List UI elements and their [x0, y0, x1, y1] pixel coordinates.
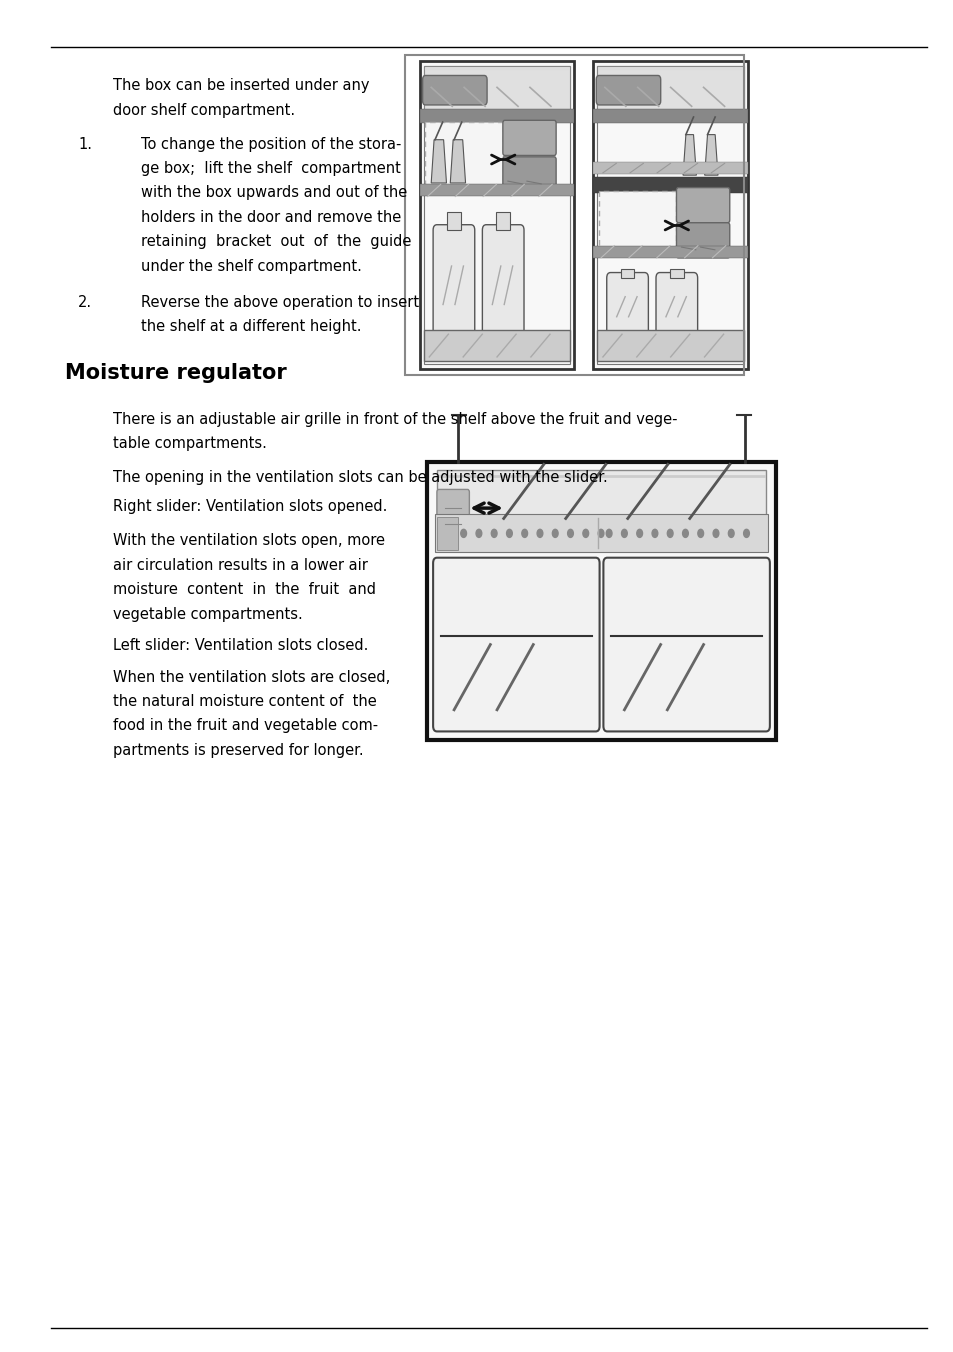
Circle shape — [621, 529, 627, 537]
Circle shape — [606, 529, 612, 537]
Bar — [593, 246, 747, 258]
Text: To change the position of the stora-: To change the position of the stora- — [141, 137, 401, 151]
Text: the natural moisture content of  the: the natural moisture content of the — [112, 694, 375, 708]
Circle shape — [698, 529, 702, 537]
Bar — [423, 66, 570, 112]
Circle shape — [582, 529, 588, 537]
Circle shape — [552, 529, 558, 537]
FancyBboxPatch shape — [656, 273, 697, 335]
FancyBboxPatch shape — [482, 224, 523, 335]
Bar — [597, 66, 743, 364]
FancyBboxPatch shape — [602, 557, 769, 731]
Circle shape — [682, 529, 687, 537]
Circle shape — [491, 529, 497, 537]
FancyBboxPatch shape — [433, 557, 598, 731]
Bar — [593, 61, 747, 369]
Bar — [496, 212, 510, 230]
Bar — [405, 55, 743, 375]
Circle shape — [652, 529, 658, 537]
Circle shape — [567, 529, 573, 537]
Circle shape — [537, 529, 542, 537]
FancyBboxPatch shape — [676, 188, 729, 223]
Circle shape — [713, 529, 719, 537]
Circle shape — [506, 529, 512, 537]
Bar — [425, 122, 502, 189]
Bar — [620, 269, 634, 279]
Text: The opening in the ventilation slots can be adjusted with the slider.: The opening in the ventilation slots can… — [112, 470, 607, 485]
Bar — [598, 191, 676, 251]
Text: 1.: 1. — [78, 137, 92, 151]
Bar — [447, 212, 460, 230]
Bar — [597, 66, 743, 112]
Text: When the ventilation slots are closed,: When the ventilation slots are closed, — [112, 669, 390, 684]
Bar — [419, 110, 574, 123]
Text: Moisture regulator: Moisture regulator — [65, 364, 286, 383]
Bar — [419, 184, 574, 196]
Circle shape — [598, 529, 603, 537]
Bar — [427, 462, 775, 740]
Text: ge box;  lift the shelf  compartment: ge box; lift the shelf compartment — [141, 161, 400, 176]
Text: With the ventilation slots open, more: With the ventilation slots open, more — [112, 534, 384, 549]
Circle shape — [521, 529, 527, 537]
Circle shape — [728, 529, 734, 537]
Text: Right slider: Ventilation slots opened.: Right slider: Ventilation slots opened. — [112, 499, 387, 514]
FancyBboxPatch shape — [502, 157, 556, 192]
Text: food in the fruit and vegetable com-: food in the fruit and vegetable com- — [112, 718, 377, 733]
Text: moisture  content  in  the  fruit  and: moisture content in the fruit and — [112, 583, 375, 598]
Bar — [593, 177, 747, 193]
Text: with the box upwards and out of the: with the box upwards and out of the — [141, 185, 407, 200]
FancyBboxPatch shape — [433, 224, 475, 335]
FancyBboxPatch shape — [606, 273, 648, 335]
Polygon shape — [431, 139, 446, 183]
Text: door shelf compartment.: door shelf compartment. — [112, 103, 294, 118]
Circle shape — [476, 529, 481, 537]
Bar — [423, 66, 570, 364]
FancyBboxPatch shape — [676, 223, 729, 258]
Text: under the shelf compartment.: under the shelf compartment. — [141, 258, 362, 273]
Bar — [419, 61, 574, 369]
Bar — [669, 269, 683, 279]
Text: partments is preserved for longer.: partments is preserved for longer. — [112, 742, 363, 757]
Bar — [436, 516, 457, 549]
Text: The box can be inserted under any: The box can be inserted under any — [112, 78, 369, 93]
Text: air circulation results in a lower air: air circulation results in a lower air — [112, 558, 367, 573]
Circle shape — [667, 529, 673, 537]
Text: Reverse the above operation to insert: Reverse the above operation to insert — [141, 295, 419, 310]
Circle shape — [460, 529, 466, 537]
Text: retaining  bracket  out  of  the  guide: retaining bracket out of the guide — [141, 234, 411, 249]
Bar — [593, 110, 747, 123]
FancyBboxPatch shape — [502, 120, 556, 155]
Text: vegetable compartments.: vegetable compartments. — [112, 607, 302, 622]
Text: holders in the door and remove the: holders in the door and remove the — [141, 210, 401, 224]
Bar — [597, 330, 743, 361]
FancyBboxPatch shape — [596, 76, 660, 105]
Bar — [435, 514, 767, 552]
Text: There is an adjustable air grille in front of the shelf above the fruit and vege: There is an adjustable air grille in fro… — [112, 412, 677, 427]
Text: table compartments.: table compartments. — [112, 437, 266, 452]
Text: Left slider: Ventilation slots closed.: Left slider: Ventilation slots closed. — [112, 638, 368, 653]
Bar — [436, 470, 765, 545]
Polygon shape — [704, 135, 718, 176]
Circle shape — [637, 529, 642, 537]
FancyBboxPatch shape — [436, 489, 469, 537]
FancyBboxPatch shape — [422, 76, 487, 105]
Bar — [423, 330, 570, 361]
Bar — [593, 162, 747, 174]
Circle shape — [743, 529, 749, 537]
Text: the shelf at a different height.: the shelf at a different height. — [141, 319, 361, 334]
Text: 2.: 2. — [78, 295, 92, 310]
Polygon shape — [450, 139, 465, 183]
Polygon shape — [682, 135, 696, 176]
